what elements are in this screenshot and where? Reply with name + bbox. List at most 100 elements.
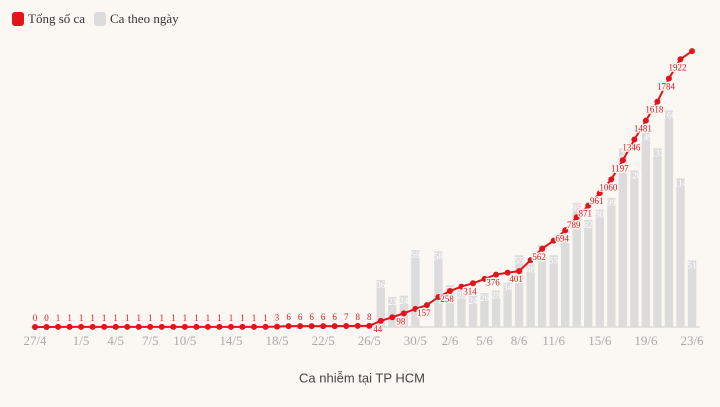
point xyxy=(562,227,569,234)
point xyxy=(101,323,108,330)
bar-label: 120 xyxy=(628,171,642,181)
x-tick-label: 5/6 xyxy=(476,333,493,348)
point-label: 376 xyxy=(486,278,500,288)
bar xyxy=(434,251,443,327)
point xyxy=(631,136,638,143)
point xyxy=(665,75,672,82)
point xyxy=(158,323,165,330)
point-label: 6 xyxy=(309,312,314,322)
point-label: 961 xyxy=(590,196,604,206)
point-label: 1060 xyxy=(599,182,618,192)
point xyxy=(654,98,661,105)
point-label: 6 xyxy=(332,312,337,322)
point-label: 562 xyxy=(532,252,546,262)
x-tick-label: 26/5 xyxy=(358,333,381,348)
point xyxy=(112,323,119,330)
point xyxy=(43,324,50,330)
line xyxy=(35,50,693,328)
point-label: 1 xyxy=(194,313,199,323)
point xyxy=(493,271,500,278)
x-tick-label: 11/6 xyxy=(542,333,565,348)
point-label: 1 xyxy=(136,313,141,323)
bar xyxy=(537,244,547,327)
point-label: 871 xyxy=(579,209,593,219)
bar xyxy=(584,220,593,327)
x-tick-label: 19/6 xyxy=(634,333,658,348)
point xyxy=(55,323,62,330)
bar xyxy=(687,260,697,327)
x-tick-label: 14/5 xyxy=(219,333,242,348)
bar-label: 24 xyxy=(469,296,479,306)
point-label: 6 xyxy=(321,312,326,322)
point xyxy=(585,202,592,209)
point xyxy=(193,323,200,330)
bar-label: 90 xyxy=(595,210,605,220)
x-tick-label: 8/6 xyxy=(511,333,528,348)
bar-label: 28 xyxy=(457,291,467,301)
bar xyxy=(641,132,651,327)
bar-label: 24 xyxy=(399,296,409,306)
bar xyxy=(468,295,478,327)
bar-label: 74 xyxy=(561,231,571,241)
bar xyxy=(503,282,512,327)
point-label: 1 xyxy=(90,313,95,323)
point xyxy=(446,288,453,295)
x-tick-label: 18/5 xyxy=(265,333,288,348)
point xyxy=(216,323,223,330)
bar xyxy=(653,148,662,327)
x-tick-label: 30/5 xyxy=(404,333,427,348)
point xyxy=(377,317,384,324)
bar-label: 55 xyxy=(515,255,525,265)
x-tick-label: 2/6 xyxy=(442,333,459,348)
bar-label: 36 xyxy=(376,280,386,290)
point xyxy=(689,48,695,55)
point xyxy=(366,322,373,329)
bar xyxy=(480,293,489,327)
point-label: 7 xyxy=(344,312,349,322)
point-label: 1 xyxy=(102,313,107,323)
bar xyxy=(630,170,639,327)
bar xyxy=(676,178,685,327)
point xyxy=(239,323,246,330)
bar-label: 95 xyxy=(572,203,582,213)
point-label: 0 xyxy=(44,313,49,323)
point xyxy=(204,323,211,330)
point xyxy=(527,257,534,264)
point-label: 1 xyxy=(79,313,84,323)
point-label: 1 xyxy=(67,313,72,323)
x-tick-label: 1/5 xyxy=(73,333,90,348)
bar-label: 23 xyxy=(388,297,398,307)
point xyxy=(285,323,292,330)
x-tick-label: 23/6 xyxy=(680,333,704,348)
bar xyxy=(549,255,558,327)
point xyxy=(89,323,96,330)
x-axis-title: Ca nhiễm tại TP HCM xyxy=(299,370,425,385)
legend-swatch xyxy=(94,12,106,26)
point xyxy=(642,117,649,124)
point-label: 1 xyxy=(229,313,234,323)
point xyxy=(504,269,511,276)
point xyxy=(470,280,476,287)
bar xyxy=(491,290,501,327)
point-label: 98 xyxy=(396,316,406,326)
point xyxy=(608,176,615,183)
point-label: 789 xyxy=(567,220,581,230)
bar xyxy=(572,203,581,327)
bar xyxy=(514,255,524,327)
point-label: 1197 xyxy=(611,163,629,173)
point-label: 1618 xyxy=(645,105,664,115)
point-label: 6 xyxy=(286,312,291,322)
bar xyxy=(445,285,455,327)
point-label: 1 xyxy=(125,313,130,323)
point-label: 1481 xyxy=(634,124,652,134)
x-tick-label: 7/5 xyxy=(142,333,159,348)
point-label: 258 xyxy=(440,294,454,304)
point xyxy=(389,314,396,321)
point-label: 44 xyxy=(373,324,383,334)
point-label: 314 xyxy=(463,286,477,296)
point xyxy=(400,310,407,317)
point xyxy=(251,323,257,330)
point xyxy=(308,323,315,330)
point xyxy=(170,323,177,330)
